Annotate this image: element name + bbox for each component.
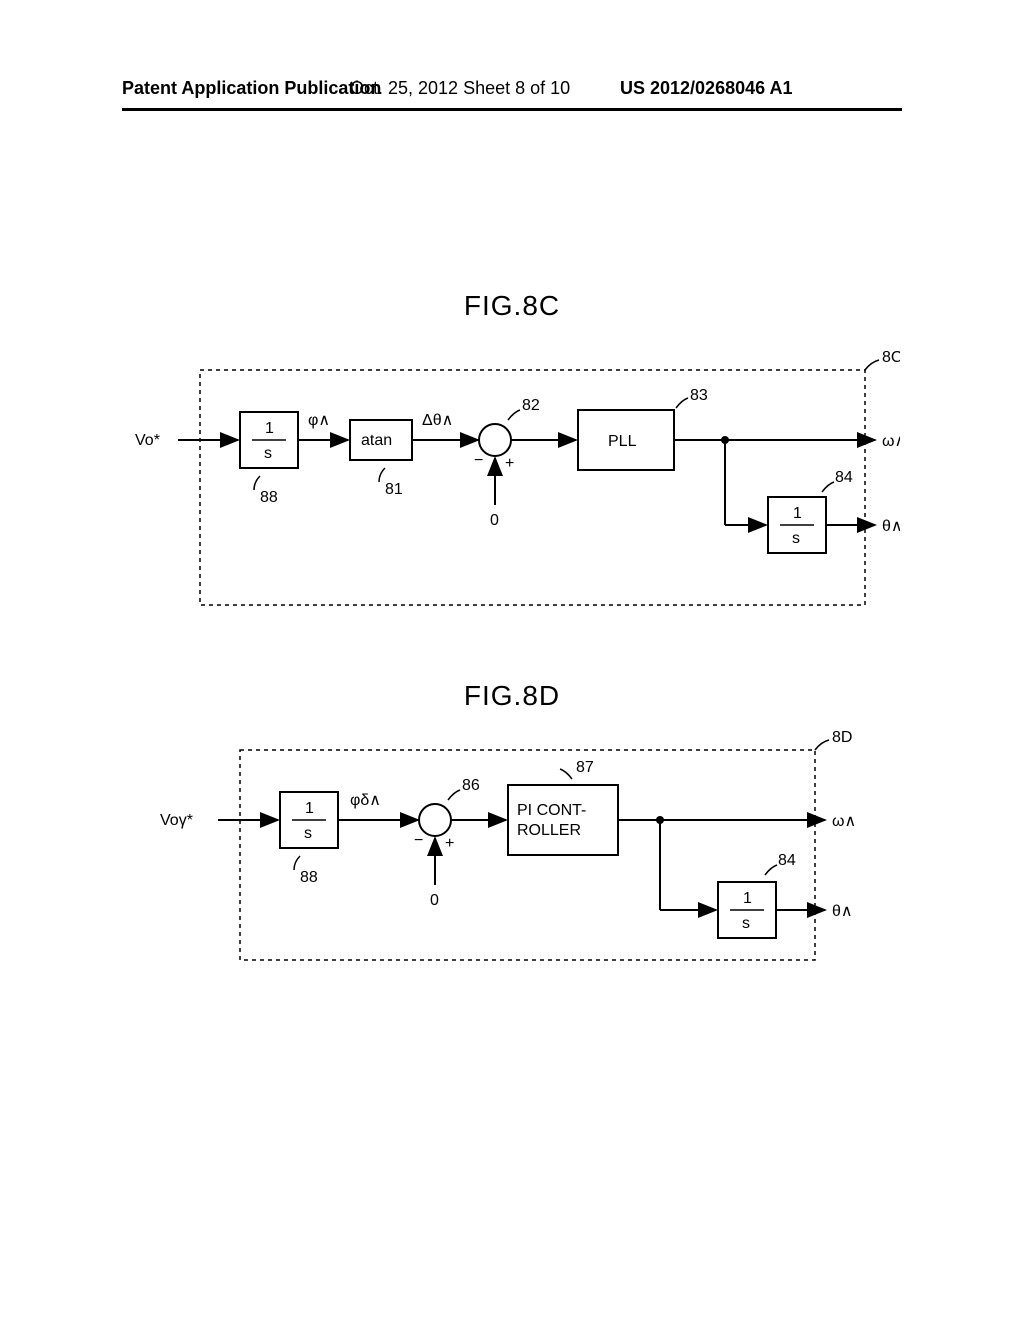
fig8c-block-84-ref-leader: [822, 482, 834, 492]
fig8c-sum-zero: 0: [490, 512, 499, 529]
fig8d-sum-86-ref: 86: [462, 777, 480, 794]
fig8d-block-87-ref: 87: [576, 759, 594, 776]
fig8d-block-84-top: 1: [743, 890, 752, 907]
fig8d-block-87-text-b: ROLLER: [517, 822, 581, 839]
fig8d-block-87-ref-leader: [560, 769, 572, 779]
fig8c-block-81-text: atan: [361, 432, 392, 449]
fig8d-block-88-top: 1: [305, 800, 314, 817]
fig8c-sum-minus: −: [474, 452, 483, 469]
fig8d-sum-86: [419, 804, 451, 836]
fig8d-sig-phidelta: φδ∧: [350, 792, 381, 809]
fig8c-block-88-top: 1: [265, 420, 274, 437]
header-publication: Patent Application Publication: [122, 78, 381, 99]
fig8c-sum-plus: +: [505, 455, 514, 472]
header-docnum: US 2012/0268046 A1: [620, 78, 792, 99]
page: Patent Application Publication Oct. 25, …: [0, 0, 1024, 1320]
fig8d-block-84-bot: s: [742, 915, 750, 932]
fig8d-title: FIG.8D: [0, 680, 1024, 712]
fig8c-block-83-text: PLL: [608, 433, 637, 450]
fig8d-block-84-ref: 84: [778, 852, 796, 869]
fig8d-out-theta: θ∧: [832, 903, 853, 920]
fig8d-sum-minus: −: [414, 832, 423, 849]
fig8c-sig-phi: φ∧: [308, 412, 330, 429]
fig8d-block-87-text-a: PI CONT-: [517, 802, 586, 819]
fig8d-block-88-ref: 88: [300, 869, 318, 886]
fig8c-box-ref-leader: [865, 360, 879, 370]
fig8c-diagram: 8C Vo* 1 s 88 φ∧ atan 81 Δθ∧: [130, 350, 900, 630]
fig8d-input-label: Voγ*: [160, 812, 193, 829]
fig8d-out-omega: ω∧: [832, 813, 856, 830]
fig8d-block-88-ref-leader: [294, 856, 300, 870]
fig8c-block-83-ref-leader: [676, 398, 688, 408]
fig8d-block-84-ref-leader: [765, 865, 777, 875]
fig8c-sig-dtheta: Δθ∧: [422, 412, 453, 429]
fig8c-title: FIG.8C: [0, 290, 1024, 322]
fig8d-box-ref: 8D: [832, 730, 852, 746]
fig8c-block-81-ref-leader: [379, 468, 385, 482]
fig8d-block-88-bot: s: [304, 825, 312, 842]
header-rule: [122, 108, 902, 111]
fig8c-out-theta: θ∧: [882, 518, 900, 535]
fig8c-sum-82-ref: 82: [522, 397, 540, 414]
fig8d-diagram: 8D Voγ* 1 s 88 φδ∧ − + 86 0: [160, 730, 880, 980]
fig8c-block-88-ref-leader: [254, 476, 260, 490]
fig8d-sum-zero: 0: [430, 892, 439, 909]
fig8c-sum-82: [479, 424, 511, 456]
fig8c-block-81-ref: 81: [385, 481, 403, 498]
fig8c-block-88-bot: s: [264, 445, 272, 462]
fig8d-sum-86-ref-leader: [448, 790, 460, 800]
fig8c-block-84-top: 1: [793, 505, 802, 522]
fig8c-block-83-ref: 83: [690, 387, 708, 404]
fig8d-sum-plus: +: [445, 835, 454, 852]
header-date-sheet: Oct. 25, 2012 Sheet 8 of 10: [350, 78, 570, 99]
fig8c-box-ref: 8C: [882, 350, 900, 366]
fig8d-box-ref-leader: [815, 740, 829, 750]
fig8c-block-84-bot: s: [792, 530, 800, 547]
fig8c-input-label: Vo*: [135, 432, 160, 449]
fig8c-out-omega: ω∧: [882, 433, 900, 450]
fig8c-block-84-ref: 84: [835, 469, 853, 486]
fig8c-block-88-ref: 88: [260, 489, 278, 506]
fig8d-block-87: [508, 785, 618, 855]
fig8c-sum-82-ref-leader: [508, 410, 520, 420]
